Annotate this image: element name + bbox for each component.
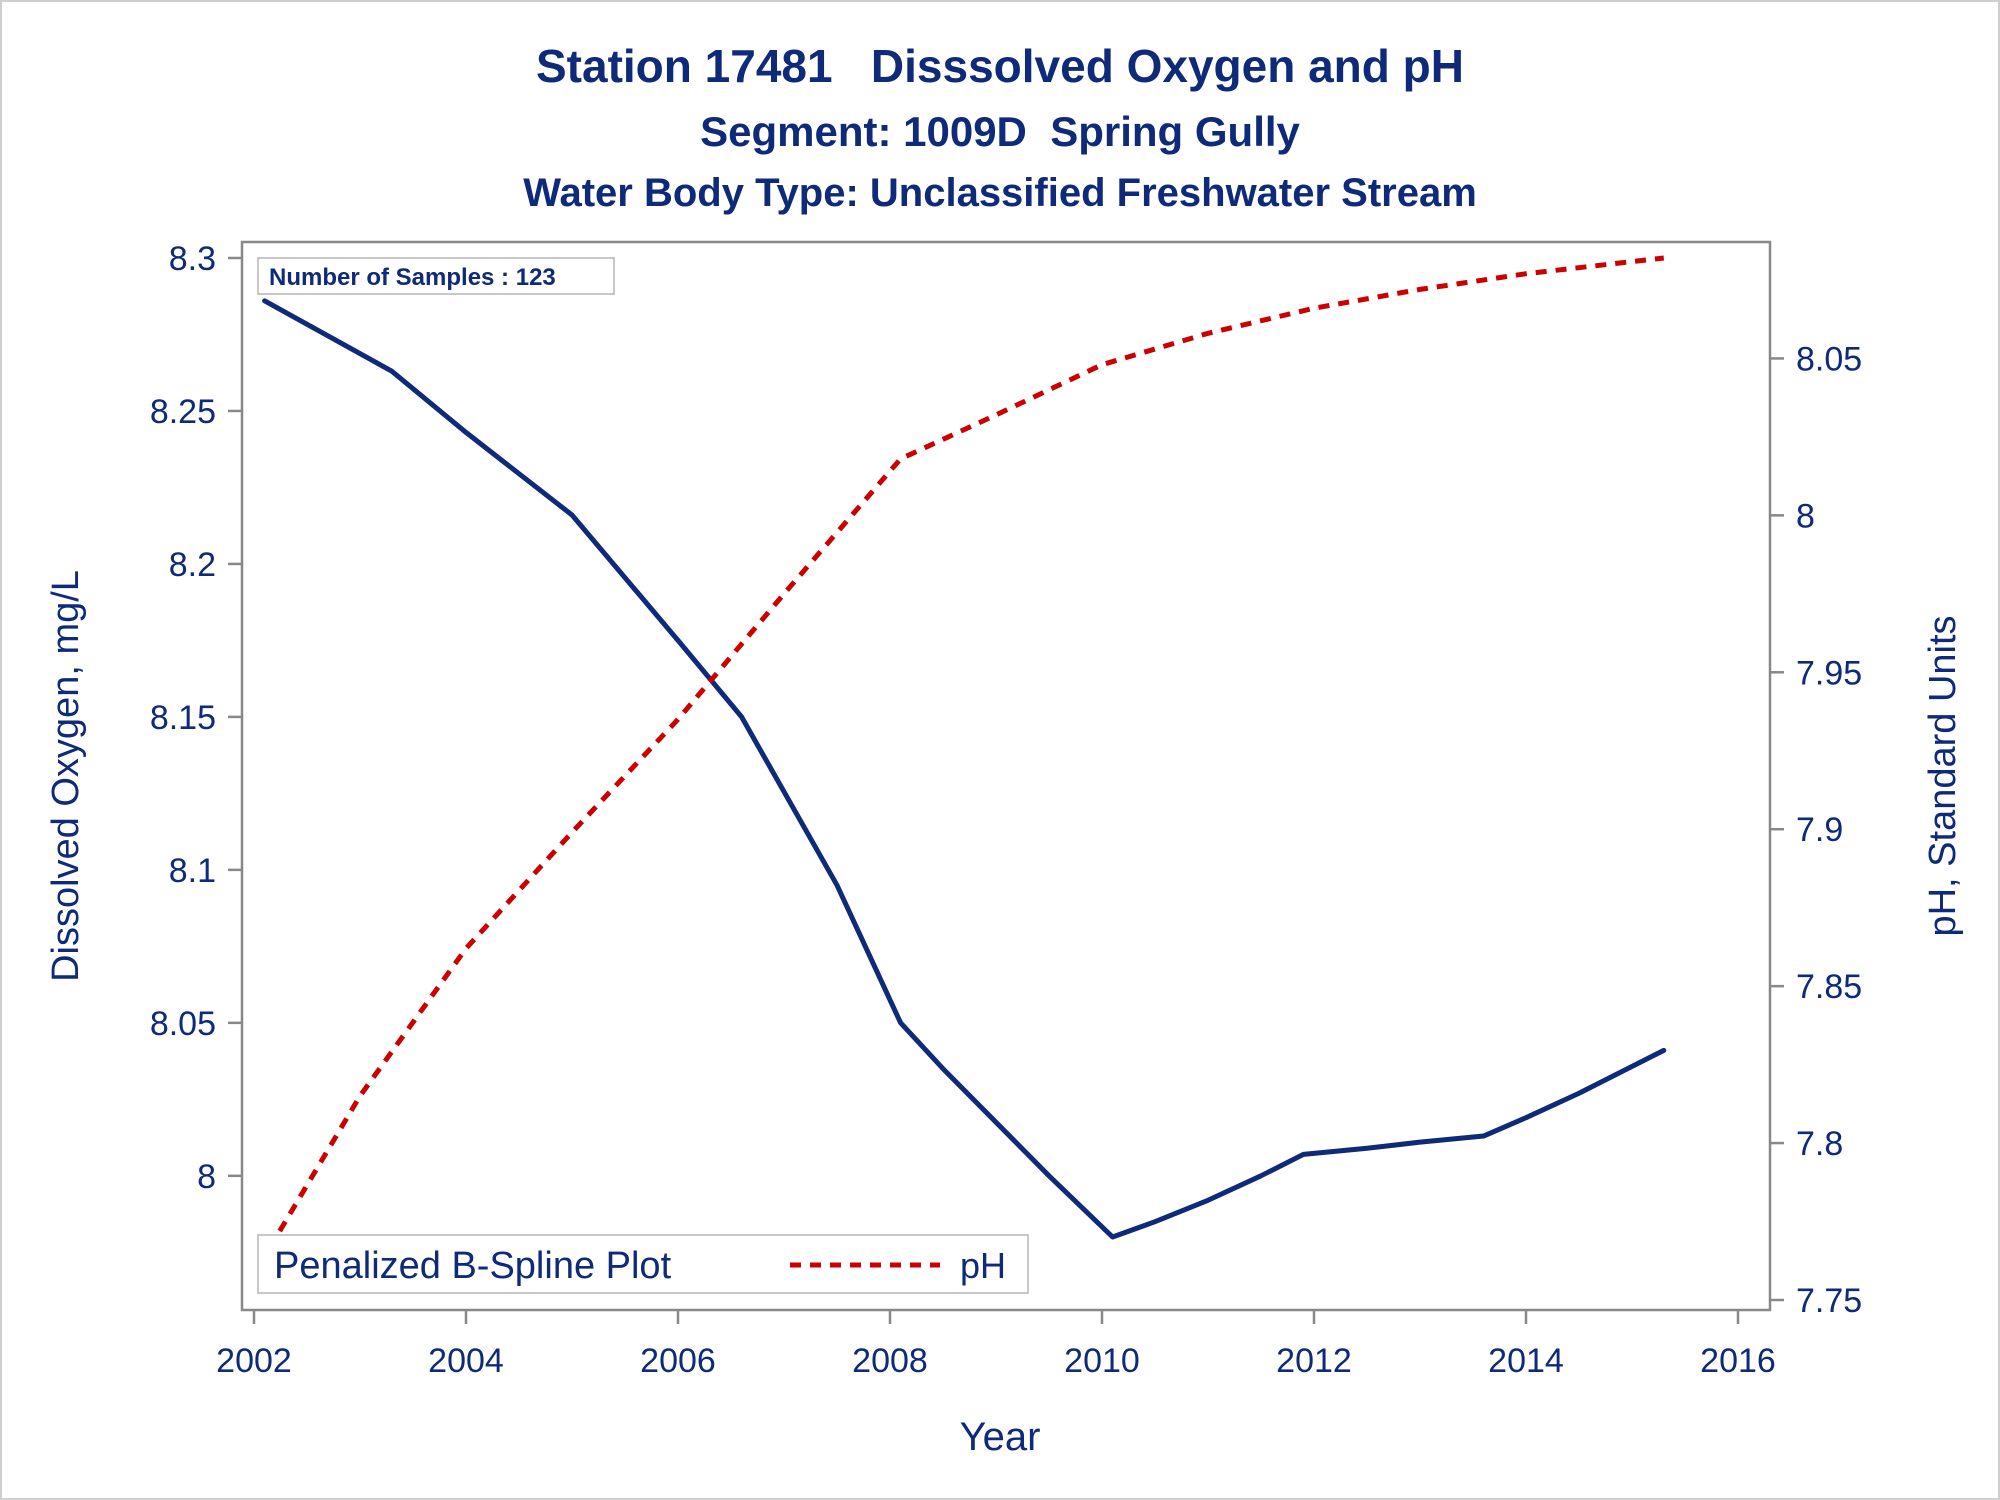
ph-line [257, 255, 1665, 1267]
legend-title: Penalized B-Spline Plot [274, 1245, 672, 1287]
x-tick-label: 2016 [1700, 1342, 1776, 1380]
y-axis-left: 8 8.05 8.1 8.15 8.2 8.25 8.3 [150, 240, 242, 1196]
x-tick-label: 2002 [216, 1342, 292, 1380]
y2-tick-label: 7.75 [1796, 1282, 1862, 1320]
chart-subtitle-2: Water Body Type: Unclassified Freshwater… [523, 171, 1477, 215]
y2-tick-label: 7.8 [1796, 1125, 1843, 1163]
legend-entry-ph: pH [960, 1245, 1006, 1286]
x-tick-label: 2006 [640, 1342, 716, 1380]
y-axis-right: 7.75 7.8 7.85 7.9 7.95 8 8.05 [1770, 340, 1862, 1320]
y-tick-label: 8.05 [150, 1005, 216, 1043]
y2-tick-label: 7.9 [1796, 811, 1843, 849]
x-tick-label: 2012 [1276, 1342, 1352, 1380]
x-axis: 2002 2004 2006 2008 2010 2012 2014 2016 [216, 1310, 1776, 1380]
sample-count-label: Number of Samples : 123 [269, 264, 556, 291]
y-tick-label: 8 [197, 1158, 216, 1196]
y-tick-label: 8.15 [150, 699, 216, 737]
legend-box [257, 1234, 1029, 1294]
y2-tick-label: 7.85 [1796, 968, 1862, 1006]
y2-tick-label: 8.05 [1796, 340, 1862, 378]
y-tick-label: 8.2 [169, 546, 216, 584]
legend: Penalized B-Spline Plot pH [257, 1234, 1029, 1294]
x-tick-label: 2010 [1064, 1342, 1140, 1380]
plot-frame [240, 240, 1772, 1312]
chart-title: Station 17481 Disssolved Oxygen and pH [536, 40, 1464, 92]
x-tick-label: 2008 [852, 1342, 928, 1380]
y2-tick-label: 7.95 [1796, 654, 1862, 692]
x-axis-label: Year [960, 1415, 1041, 1459]
chart-subtitle: Segment: 1009D Spring Gully [700, 108, 1300, 155]
y-tick-label: 8.25 [150, 393, 216, 431]
x-tick-label: 2014 [1488, 1342, 1564, 1380]
y-axis-right-label: pH, Standard Units [1922, 615, 1964, 936]
y2-tick-label: 8 [1796, 497, 1815, 535]
dissolved-oxygen-line [262, 298, 1667, 1240]
sample-count-box [257, 257, 615, 295]
y-tick-label: 8.1 [169, 852, 216, 890]
series-layer [257, 255, 1667, 1267]
y-tick-label: 8.3 [169, 240, 216, 278]
x-tick-label: 2004 [428, 1342, 504, 1380]
y-axis-left-label: Dissolved Oxygen, mg/L [45, 570, 87, 982]
